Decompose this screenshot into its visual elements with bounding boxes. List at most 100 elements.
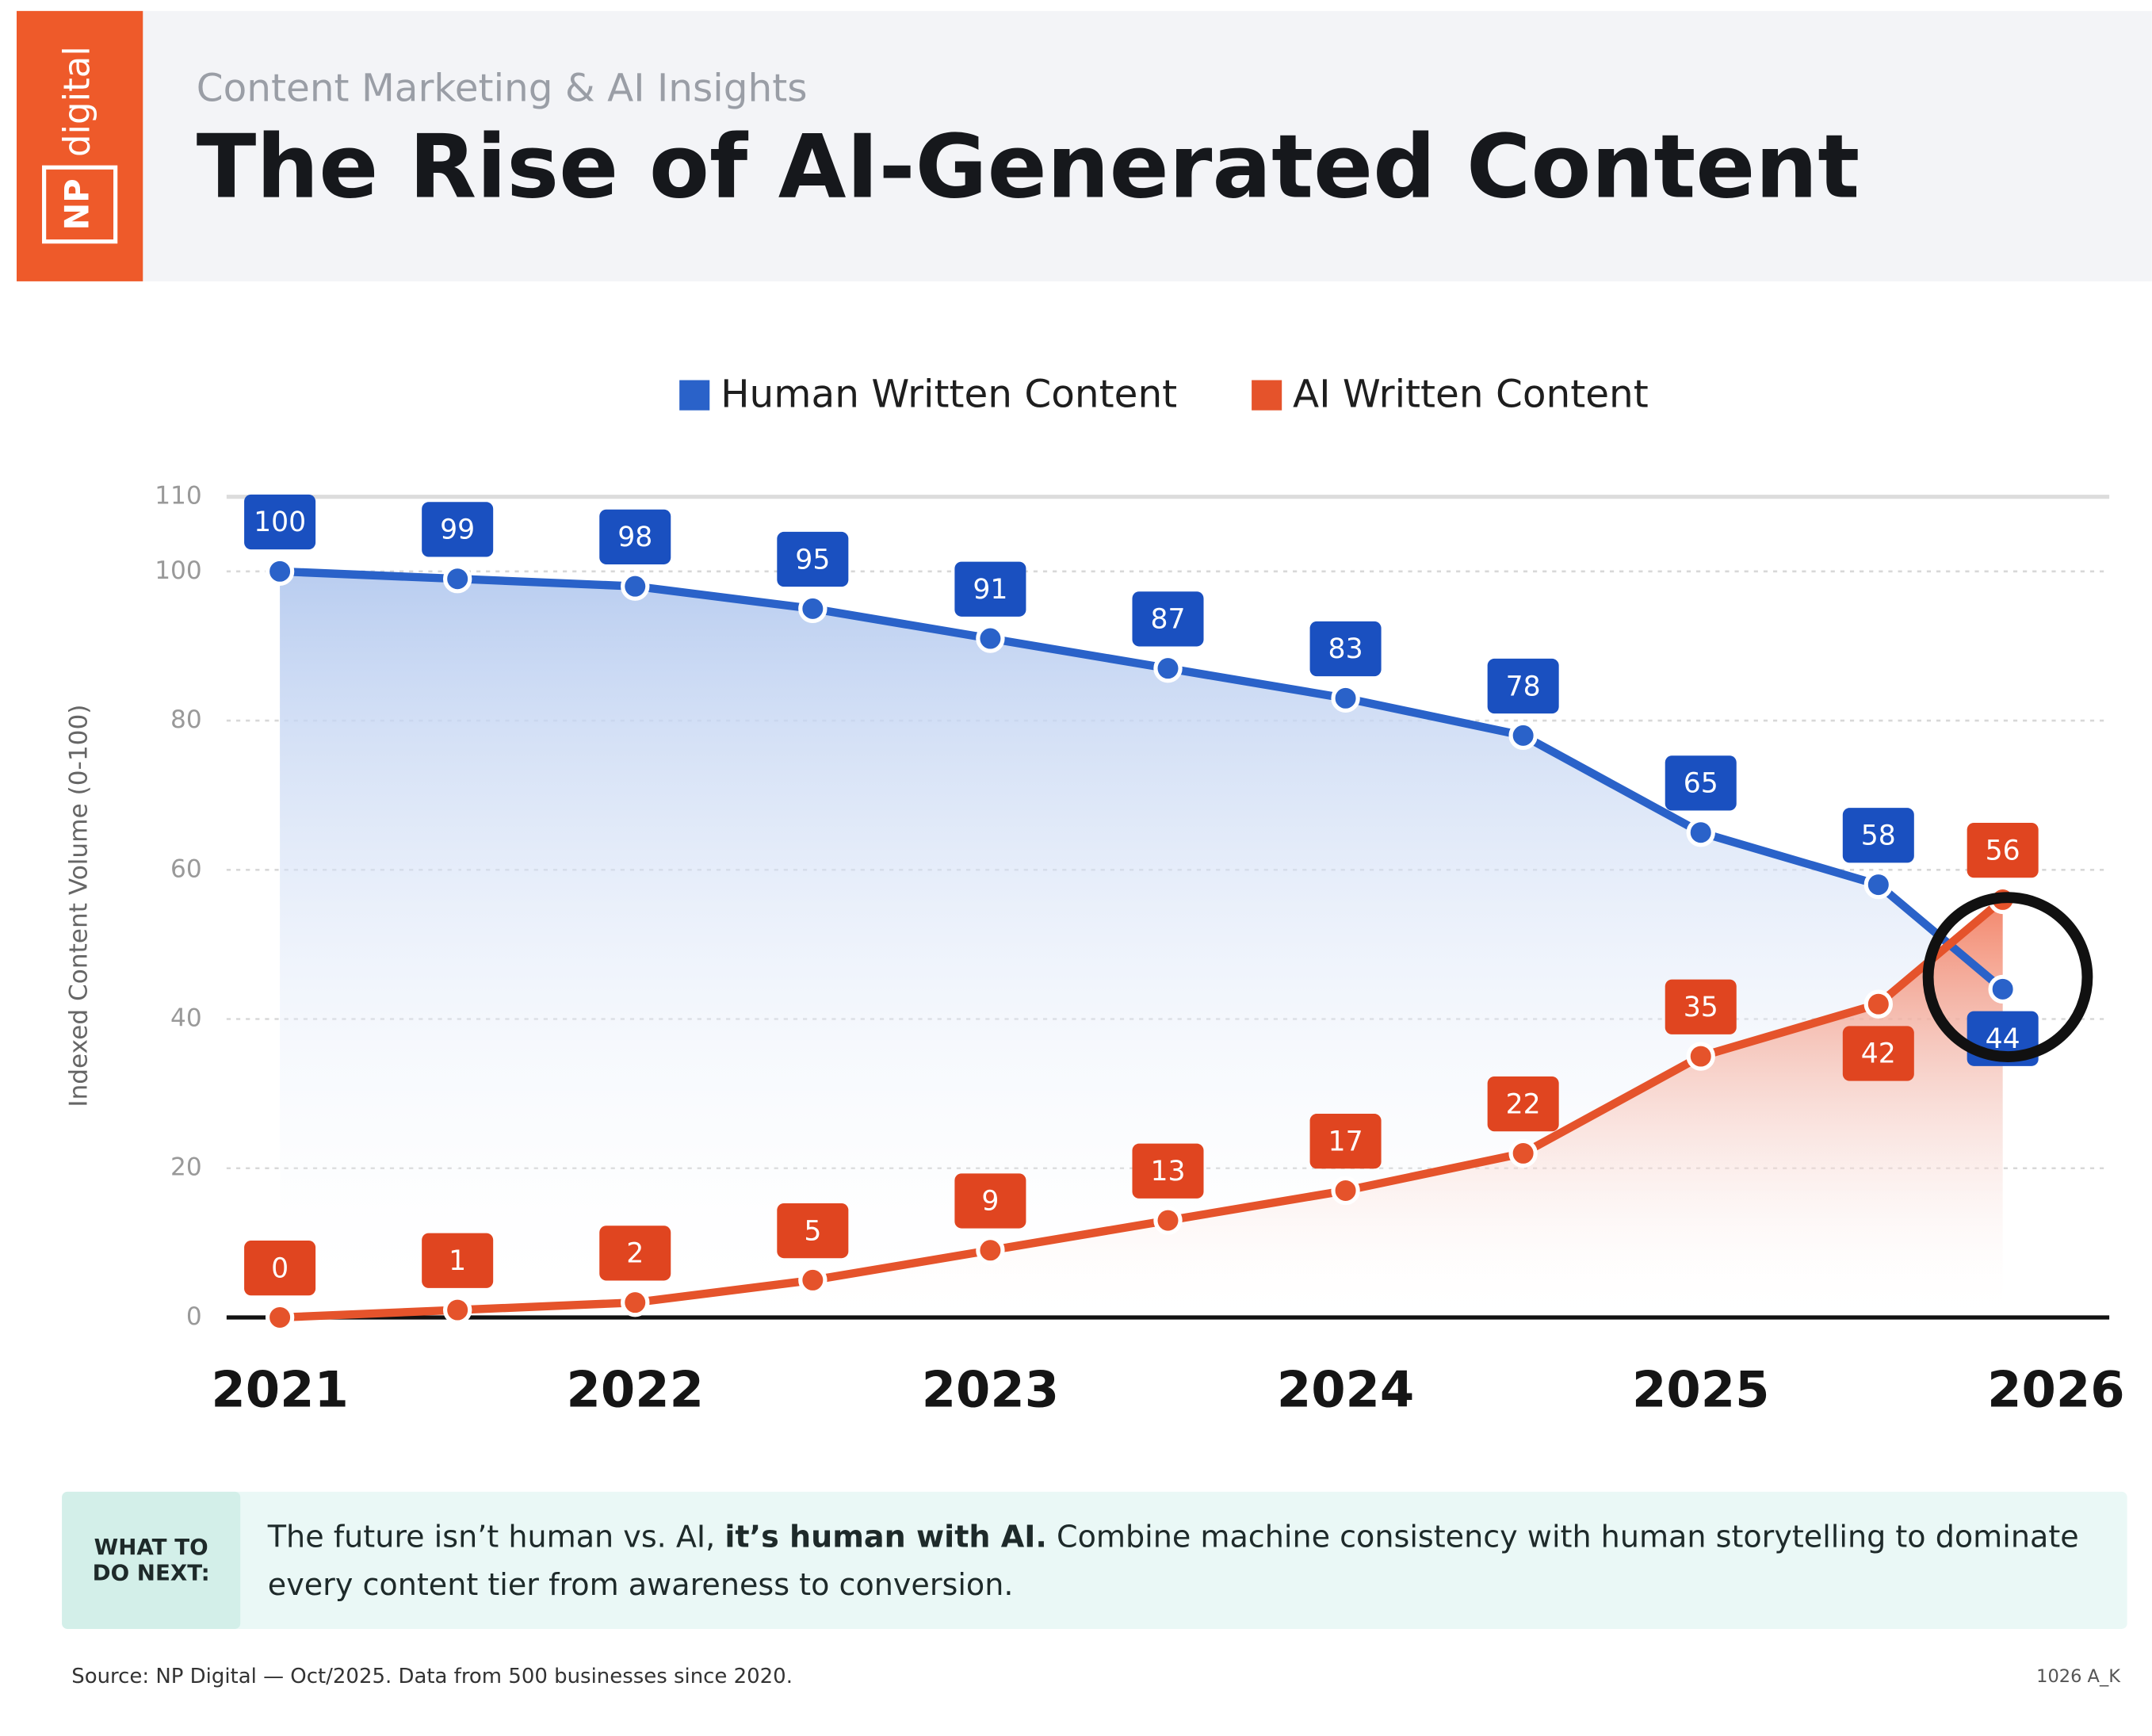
value-label: 5 xyxy=(804,1215,821,1247)
title: The Rise of AI-Generated Content xyxy=(197,116,1860,218)
value-label: 13 xyxy=(1150,1156,1185,1187)
value-label-box xyxy=(1842,808,1914,863)
point xyxy=(976,624,1005,653)
legend-label: AI Written Content xyxy=(1293,372,1649,416)
point xyxy=(976,1236,1005,1265)
point xyxy=(1508,721,1538,751)
point xyxy=(1508,1138,1538,1168)
value-label: 78 xyxy=(1506,671,1541,702)
value-label: 0 xyxy=(271,1252,289,1284)
x-tick-label: 2026 xyxy=(1987,1360,2124,1418)
point xyxy=(798,1265,828,1295)
value-label-box xyxy=(422,1233,494,1288)
x-tick-label: 2022 xyxy=(567,1360,704,1418)
area xyxy=(280,899,2003,1317)
value-label-box xyxy=(599,1226,671,1281)
x-tick-label: 2023 xyxy=(922,1360,1059,1418)
y-axis-label: Indexed Content Volume (0-100) xyxy=(65,705,94,1107)
legend-swatch xyxy=(1252,380,1282,411)
y-tick-label: 0 xyxy=(186,1302,202,1331)
y-tick-label: 110 xyxy=(155,482,201,510)
value-label: 9 xyxy=(981,1186,999,1218)
value-label-box xyxy=(1487,658,1559,714)
value-label-box xyxy=(244,494,316,550)
point xyxy=(1331,1176,1360,1206)
value-label: 56 xyxy=(1986,835,2020,866)
logo-np: NP xyxy=(58,178,97,230)
point xyxy=(442,1295,472,1325)
value-label-box xyxy=(1487,1076,1559,1132)
point xyxy=(1153,1206,1183,1235)
plot: Human Written Content AI Written Content 0… xyxy=(155,372,2124,1418)
value-label-box xyxy=(1309,621,1382,677)
y-tick-label: 80 xyxy=(170,705,202,734)
logo-text: digital xyxy=(56,46,98,157)
highlight-circle xyxy=(1922,892,2093,1062)
y-tick-label: 60 xyxy=(170,855,202,883)
y-tick-label: 100 xyxy=(155,556,201,585)
value-label: 95 xyxy=(795,544,830,575)
point xyxy=(621,1287,650,1317)
point xyxy=(1863,870,1893,900)
value-label: 58 xyxy=(1861,820,1896,852)
subtitle: Content Marketing & AI Insights xyxy=(197,66,808,110)
header-bg xyxy=(143,10,2152,281)
value-label-box xyxy=(954,1173,1026,1229)
x-tick-label: 2024 xyxy=(1277,1360,1414,1418)
point xyxy=(1863,989,1893,1019)
x-tick-label: 2021 xyxy=(211,1360,348,1418)
value-label: 65 xyxy=(1684,768,1718,800)
legend-label: Human Written Content xyxy=(721,372,1177,416)
value-label: 83 xyxy=(1328,633,1363,665)
value-label: 87 xyxy=(1150,604,1185,636)
point xyxy=(265,556,295,586)
value-label-box xyxy=(1842,1026,1914,1081)
callout-label: DO NEXT: xyxy=(93,1560,210,1586)
value-label-box xyxy=(1132,591,1204,647)
value-label: 1 xyxy=(449,1245,466,1277)
value-label-box xyxy=(244,1241,316,1296)
code: 1026 A_K xyxy=(2036,1666,2121,1687)
value-label-box xyxy=(777,1203,849,1259)
y-tick-label: 40 xyxy=(170,1004,202,1033)
point xyxy=(1686,1042,1715,1071)
value-label: 42 xyxy=(1861,1038,1896,1070)
callout-text: every content tier from awareness to con… xyxy=(268,1567,1014,1602)
value-label-box xyxy=(954,561,1026,617)
y-tick-label: 20 xyxy=(170,1153,202,1182)
logo-box xyxy=(42,165,118,244)
callout-text: The future isn’t human vs. AI, it’s huma… xyxy=(267,1519,2079,1554)
value-label-box xyxy=(1665,755,1737,811)
value-label-box xyxy=(1132,1143,1204,1199)
value-label-box xyxy=(1665,979,1737,1034)
x-tick-label: 2025 xyxy=(1632,1360,1769,1418)
value-label: 100 xyxy=(254,507,306,538)
point xyxy=(1153,653,1183,683)
point xyxy=(442,564,472,594)
point xyxy=(1988,974,2017,1004)
value-label-box xyxy=(422,502,494,557)
point xyxy=(1331,683,1360,713)
value-label: 91 xyxy=(973,574,1007,606)
logo xyxy=(16,10,143,281)
callout-label: WHAT TO xyxy=(94,1534,208,1560)
value-label: 99 xyxy=(440,514,475,546)
source: Source: NP Digital — Oct/2025. Data from… xyxy=(71,1665,793,1688)
value-label: 22 xyxy=(1506,1088,1541,1120)
point xyxy=(1686,818,1715,847)
value-label-box xyxy=(777,531,849,587)
legend-swatch xyxy=(679,380,710,411)
value-label: 35 xyxy=(1684,992,1718,1023)
callout-box xyxy=(62,1491,2127,1629)
value-label-box xyxy=(1309,1114,1382,1169)
callout-label-box xyxy=(62,1491,241,1629)
value-label: 17 xyxy=(1328,1126,1363,1157)
value-label: 98 xyxy=(617,522,652,553)
point xyxy=(798,594,828,624)
point xyxy=(265,1302,295,1333)
value-label-box xyxy=(1967,822,2039,878)
point xyxy=(621,572,650,601)
value-label-box xyxy=(599,509,671,564)
value-label: 2 xyxy=(626,1238,644,1270)
